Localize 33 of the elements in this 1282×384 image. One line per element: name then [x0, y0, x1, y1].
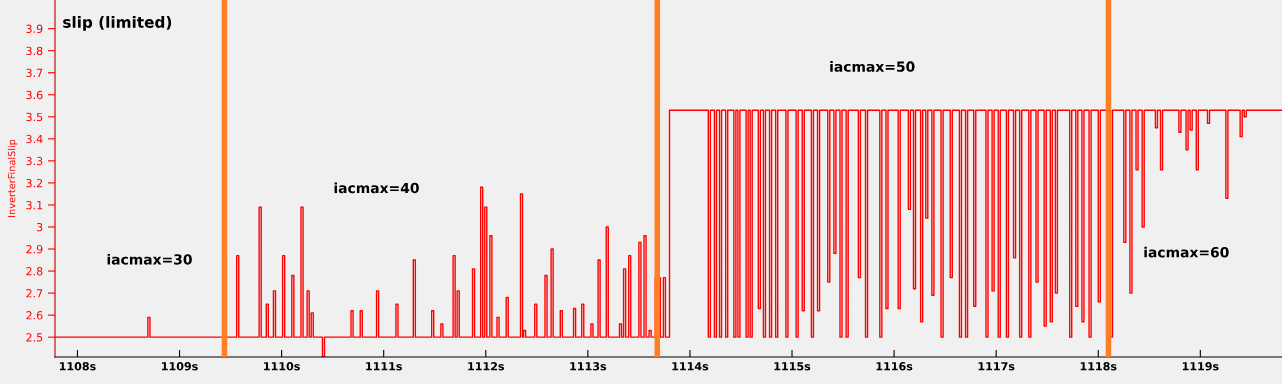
x-tick-label: 1114s — [672, 362, 709, 371]
y-tick-label: 3.7 — [26, 68, 43, 78]
x-tick-label: 1117s — [978, 362, 1015, 371]
x-tick-label: 1108s — [59, 362, 96, 371]
y-tick-label: 3.9 — [26, 24, 43, 34]
y-tick-label: 3.5 — [26, 112, 43, 122]
annotation: iacmax=60 — [1144, 246, 1229, 258]
y-tick-label: 2.8 — [26, 267, 43, 276]
x-tick-label: 1119s — [1182, 362, 1219, 371]
y-tick-label: 2.5 — [26, 333, 43, 342]
x-tick-label: 1109s — [162, 362, 198, 371]
annotation: iacmax=50 — [830, 61, 915, 72]
annotation: iacmax=40 — [334, 182, 419, 194]
x-tick-label: 1110s — [264, 362, 300, 371]
y-tick-label: 3.1 — [26, 200, 43, 210]
y-tick-label: 3.4 — [26, 134, 43, 144]
x-tick-label: 1115s — [774, 362, 811, 371]
x-tick-label: 1111s — [366, 362, 402, 371]
y-tick-label: 3 — [36, 222, 43, 232]
x-tick-label: 1118s — [1080, 362, 1117, 371]
annotation: iacmax=30 — [107, 253, 192, 265]
text: slip (limited) — [63, 16, 172, 31]
y-tick-label: 2.6 — [26, 311, 43, 320]
y-tick-label: 3.8 — [26, 46, 43, 56]
y-tick-label: 2.7 — [26, 289, 43, 298]
y-tick-label: 2.9 — [26, 244, 43, 254]
x-tick-label: 1113s — [570, 362, 607, 371]
y-tick-label: 3.6 — [26, 90, 43, 100]
x-tick-label: 1112s — [468, 362, 505, 371]
y-axis-title: InverterFinalSlip — [7, 139, 18, 217]
x-tick-label: 1116s — [876, 362, 913, 371]
y-tick-label: 3.3 — [26, 156, 43, 166]
y-tick-label: 3.2 — [26, 178, 43, 188]
